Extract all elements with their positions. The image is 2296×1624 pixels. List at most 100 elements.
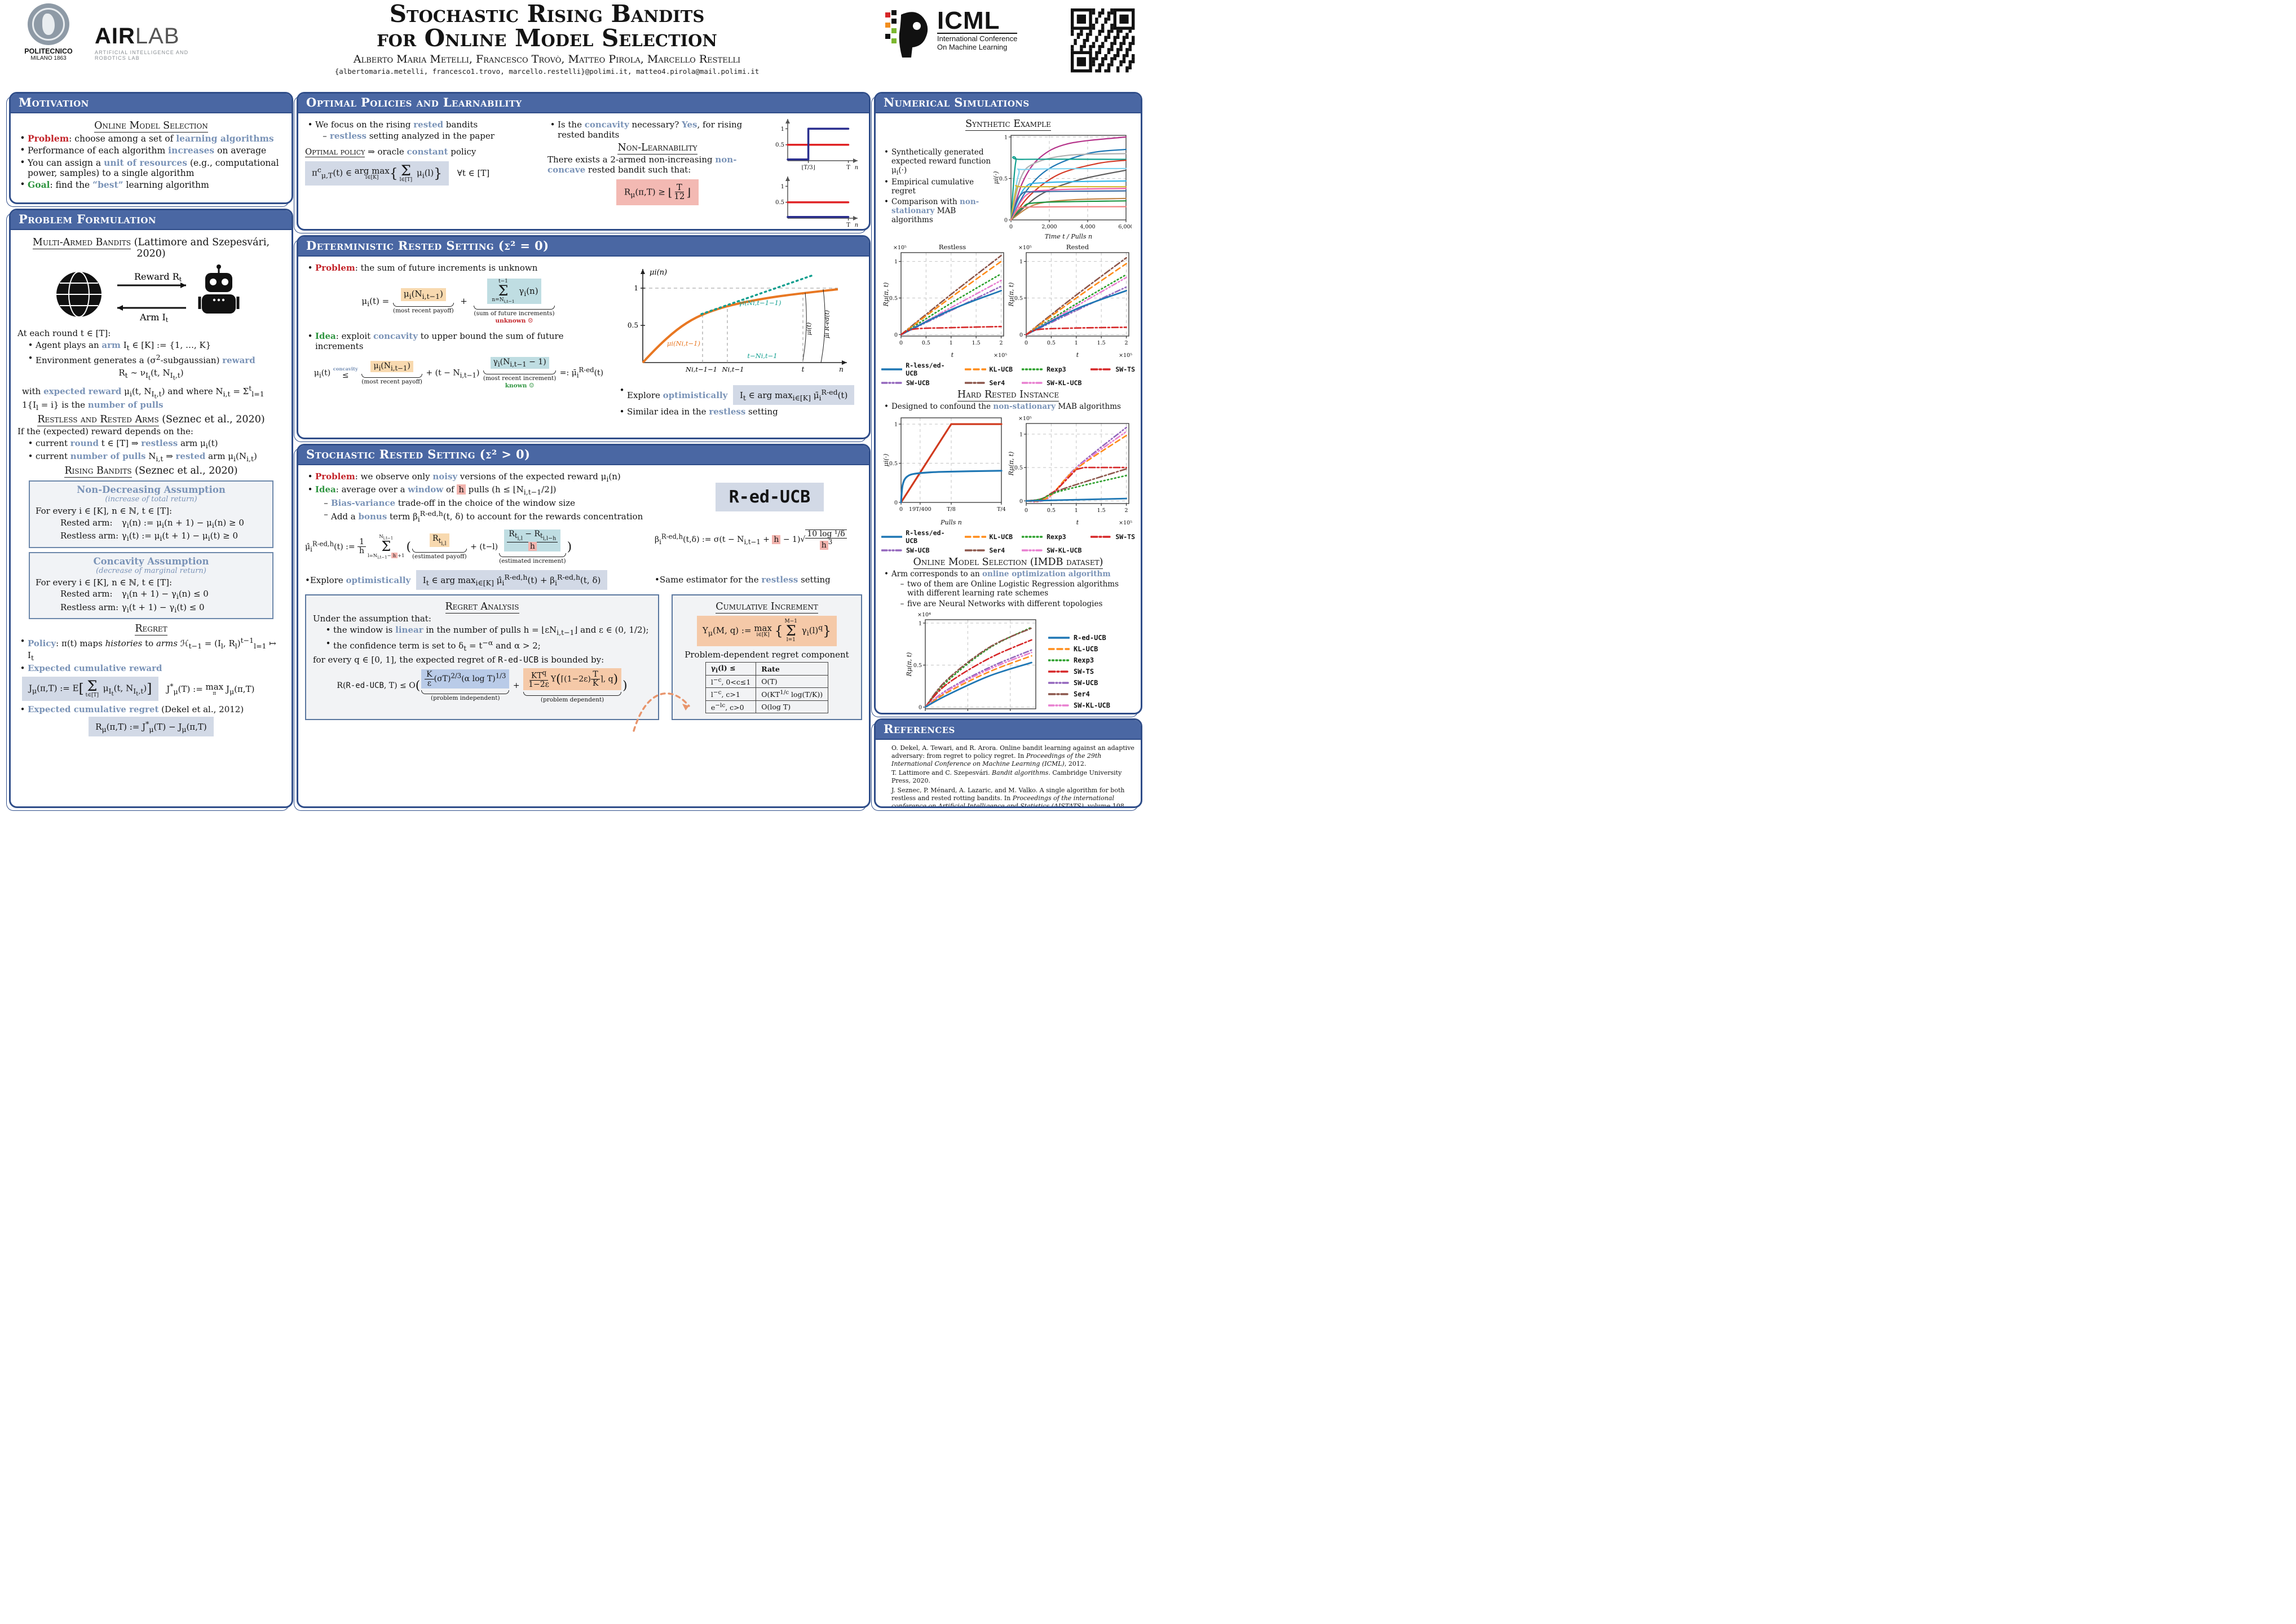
sto-problem: Problem: we observe only noisy versions … [315, 471, 621, 483]
svg-text:0.5: 0.5 [1047, 508, 1056, 514]
legend-item: SW-KL-UCB [1048, 701, 1110, 709]
hard-bullet: Designed to confound the non-stationary … [891, 401, 1121, 411]
svg-text:Restless: Restless [939, 243, 966, 251]
svg-text:0: 0 [899, 506, 903, 513]
table-row: e−lc, c>0 O(log T) [705, 700, 829, 713]
legend-item: SW-KL-UCB [1022, 379, 1081, 387]
series-R-ed-UCB [924, 661, 1032, 708]
legend-item: R-ed-UCB [1048, 634, 1110, 642]
series-KL-UCB [1025, 263, 1127, 336]
regret-analysis-heading: Regret Analysis [445, 601, 519, 614]
series-SW-UCB [900, 285, 1002, 336]
panel-deterministic: Deterministic Rested Setting (σ² = 0) • P… [297, 235, 871, 439]
imdb-dashes: – two of them are Online Logistic Regress… [897, 580, 1135, 608]
legend-line-icon [881, 382, 903, 384]
legend-item: R-less/ed-UCB [881, 361, 956, 377]
svg-text:0: 0 [924, 713, 927, 714]
series-R-less/ed-UCB [1025, 497, 1127, 502]
svg-text:t: t [1076, 519, 1079, 526]
icml-sub-2: On Machine Learning [937, 42, 1008, 51]
environment-agent-diagram: Reward Rt Arm It [56, 264, 240, 324]
series-Ser4 [924, 627, 1032, 708]
ra-intro: Under the assumption that: [313, 613, 431, 624]
polimi-sub: MILANO 1863 [30, 55, 67, 61]
list-item: Restless arm: γi(t + 1) − γi(t) ≤ 0 [60, 602, 205, 614]
airlab-sub: ARTIFICIAL INTELLIGENCE AND ROBOTICS LAB [95, 50, 189, 61]
regret-bullet-2: Expected cumulative regret (Dekel et al.… [28, 704, 244, 715]
legend-item: Ser4 [964, 546, 1013, 554]
legend-item: KL-UCB [1048, 645, 1110, 653]
panel-problem-formulation-title: Problem Formulation [11, 210, 292, 230]
series-arm-blue [787, 127, 850, 161]
svg-text:0.5: 0.5 [775, 200, 784, 206]
list-item: • Synthetically generated expected reward… [884, 148, 991, 176]
panel-deterministic-title: Deterministic Rested Setting (σ² = 0) [298, 237, 869, 257]
series-SW-TS [1025, 326, 1127, 336]
rising-bandits-heading: Rising Bandits (Seznec et al., 2020) [64, 465, 238, 478]
series-arm3 [1010, 153, 1127, 221]
sto-dash-2: Add a bonus term βiR-ed,h(t, δ) to accou… [331, 509, 643, 523]
reward-distribution-formula: Rt ∼ νIt(t, NIt,t) [118, 368, 184, 382]
legend-line-icon [1022, 368, 1044, 370]
regret-bullets: • Policy: π(t) maps histories to arms ℋt−… [17, 636, 285, 674]
svg-text:1.5: 1.5 [1097, 508, 1106, 514]
det-decomposition-formula: μi(t) = μi(Ni,t−1) (most recent payoff) +… [361, 278, 555, 325]
restless-rested-heading: Restless and Rested Arms (Seznec et al.,… [37, 414, 265, 426]
det-problem: Problem: the sum of future increments is… [315, 262, 538, 273]
svg-text:⌊T/3⌋: ⌊T/3⌋ [801, 165, 815, 171]
list-item: J. Seznec, P. Ménard, A. Lazaric, and M.… [891, 786, 1127, 808]
non-learnability-arm-chart-bottom: T 0.5 1 n [775, 176, 858, 228]
legend-line-icon [1048, 670, 1070, 673]
svg-text:R̂μ(π, t): R̂μ(π, t) [906, 652, 913, 677]
synthetic-example-heading: Synthetic Example [965, 118, 1051, 131]
svg-text:Time t / Pulls n: Time t / Pulls n [1045, 233, 1092, 240]
icml-sub-1: International Conference [937, 34, 1018, 43]
series-KL-UCB [900, 261, 1002, 336]
series-Ser4 [1025, 257, 1127, 336]
svg-text:0: 0 [1025, 508, 1028, 514]
svg-text:0.5: 0.5 [1014, 295, 1023, 302]
sto-dash-1: Bias-variance trade-off in the choice of… [331, 497, 576, 508]
list-item: • Policy: π(t) maps histories to arms ℋt−… [20, 636, 276, 662]
svg-text:×10⁵: ×10⁵ [1119, 352, 1132, 359]
legend-line-icon [1048, 693, 1070, 695]
series-Ser4 [900, 254, 1002, 336]
list-item: • Performance of each algorithm increases… [20, 145, 267, 156]
list-item: – two of them are Online Logistic Regress… [900, 580, 1119, 598]
svg-text:Reward Rt: Reward Rt [134, 271, 182, 283]
list-item: – five are Neural Networks with different… [900, 599, 1103, 608]
svg-text:Ni,t−1−1: Ni,t−1−1 [685, 365, 717, 373]
svg-text:0.5: 0.5 [628, 321, 638, 329]
legend-item: Rexp3 [1022, 361, 1081, 377]
svg-text:Arm It: Arm It [139, 312, 169, 324]
series-R-less/ed-UCB [1025, 290, 1127, 336]
motivation-bullets: • Problem: choose among a set of learning… [17, 133, 285, 191]
det-explore-formula: It ∈ arg maxi∈[K] μ̄iR-ed(t) [732, 385, 855, 405]
legend-line-icon [881, 549, 903, 551]
det-idea: Idea: exploit concavity to upper bound t… [315, 331, 564, 352]
list-item: • Problem: choose among a set of learning… [20, 133, 274, 144]
arm-arrow-label: Arm I [139, 312, 166, 323]
authors: Alberto Maria Metelli, Francesco Trovò, … [353, 52, 741, 65]
svg-text:2,000: 2,000 [1041, 224, 1057, 230]
svg-text:Rested: Rested [1066, 243, 1089, 251]
cumulative-increment-box: Cumulative Increment Υμ(M, q) := max i∈[K… [672, 594, 862, 720]
series-arm7 [1010, 169, 1127, 221]
table-row: l−c, 0<c≤1 O(T) [705, 675, 829, 689]
list-item: • Goal: find the “best” learning algorith… [20, 179, 209, 190]
svg-text:×10⁵: ×10⁵ [1018, 416, 1032, 422]
polimi-name: POLITECNICO [24, 47, 73, 55]
cc-forall: For every i ∈ [K], n ∈ ℕ, t ∈ [T]: [36, 577, 173, 588]
hard-instance-regret-chart: 0 0.5 1 1.5 2 0 0.5 1 t ×10⁵ ×10⁵ R̂μ(π, t) [1008, 416, 1132, 526]
svg-text:×10⁴: ×10⁴ [917, 612, 931, 618]
svg-text:0.5: 0.5 [1014, 465, 1023, 471]
series-arm4 [1010, 156, 1127, 221]
non-learnability-formula: Rμ(π,T) ≥ ⌊ T 12 ⌋ [616, 179, 699, 205]
svg-text:×10⁵: ×10⁵ [1119, 520, 1132, 526]
panel-stochastic-title: Stochastic Rested Setting (σ² > 0) [298, 445, 869, 465]
series-arm14 [1010, 206, 1127, 221]
svg-text:n: n [839, 365, 844, 373]
det-bound-formula: μi(t) concavity ≤ μi(Ni,t−1) (most recent … [314, 357, 604, 389]
